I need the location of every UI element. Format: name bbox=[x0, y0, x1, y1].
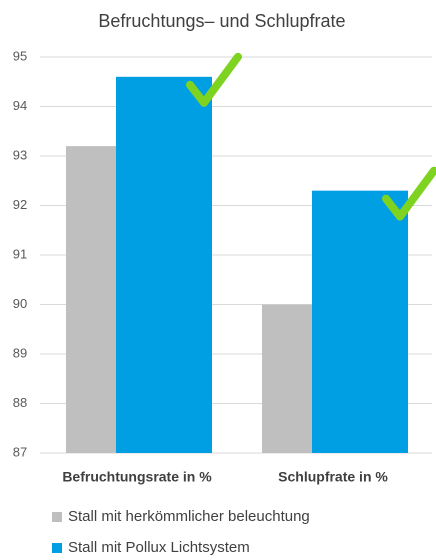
y-tick-label: 92 bbox=[13, 197, 27, 212]
legend-swatch bbox=[52, 543, 62, 553]
checkmark bbox=[186, 52, 242, 107]
bar bbox=[116, 76, 212, 454]
y-tick-label: 90 bbox=[13, 296, 27, 311]
legend-label: Stall mit herkömmlicher beleuchtung bbox=[68, 508, 310, 525]
bar bbox=[312, 190, 408, 453]
chart-title: Befruchtungs– und Schlupfrate bbox=[98, 11, 345, 31]
y-tick-label: 93 bbox=[13, 147, 27, 162]
y-tick-label: 89 bbox=[13, 345, 27, 360]
x-tick-label: Schlupfrate in % bbox=[278, 469, 388, 485]
y-tick-label: 87 bbox=[13, 444, 27, 459]
bar bbox=[262, 304, 312, 453]
y-tick-label: 88 bbox=[13, 395, 27, 410]
y-tick-label: 95 bbox=[13, 48, 27, 63]
checkmark bbox=[382, 166, 436, 221]
legend-label: Stall mit Pollux Lichtsystem bbox=[68, 539, 250, 556]
legend-swatch bbox=[52, 512, 62, 522]
bar bbox=[66, 146, 116, 453]
x-tick-label: Befruchtungsrate in % bbox=[62, 469, 212, 485]
y-tick-label: 91 bbox=[13, 246, 27, 261]
y-tick-label: 94 bbox=[13, 98, 27, 113]
